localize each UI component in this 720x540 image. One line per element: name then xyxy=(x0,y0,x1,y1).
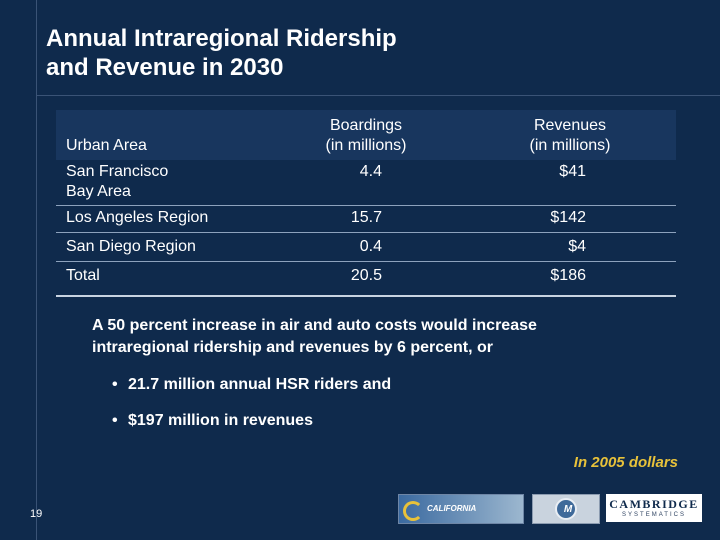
bullet-dot-icon: • xyxy=(112,412,118,429)
swoosh-icon xyxy=(403,501,423,521)
table-row-area: San Francisco Bay Area xyxy=(66,162,168,202)
title-line-2: and Revenue in 2030 xyxy=(46,54,284,81)
note-line-1: A 50 percent increase in air and auto co… xyxy=(92,317,537,334)
header-revenues: Revenues (in millions) xyxy=(500,116,640,156)
bullet-item: • $197 million in revenues xyxy=(112,412,313,430)
row-total-boardings: 20.5 xyxy=(350,267,382,284)
row-1-area-line-1: San Francisco xyxy=(66,163,169,180)
title-line-1: Annual Intraregional Ridership xyxy=(46,25,397,52)
table-header-band xyxy=(56,110,676,160)
table-bottom-rule xyxy=(56,295,676,297)
header-revenues-line-2: (in millions) xyxy=(529,137,611,154)
cs-logo-line-2: SYSTEMATICS xyxy=(622,512,686,518)
row-1-boardings: 4.4 xyxy=(359,163,382,180)
note-line-2: intraregional ridership and revenues by … xyxy=(92,339,494,356)
header-urban-area: Urban Area xyxy=(66,137,147,154)
cs-logo-line-1: CAMBRIDGE xyxy=(609,497,699,511)
bullet-text: 21.7 million annual HSR riders and xyxy=(128,376,392,393)
california-hsr-logo: CALIFORNIA xyxy=(398,494,524,524)
row-divider xyxy=(56,205,676,206)
row-3-area: San Diego Region xyxy=(66,238,196,255)
header-boardings: Boardings (in millions) xyxy=(296,116,436,156)
mtc-ring-icon: M xyxy=(555,498,577,520)
frame-vertical-line xyxy=(36,0,37,540)
bullet-text: $197 million in revenues xyxy=(128,412,313,429)
cambridge-systematics-logo: CAMBRIDGE SYSTEMATICS xyxy=(606,494,702,522)
sensitivity-note: A 50 percent increase in air and auto co… xyxy=(92,315,692,359)
row-1-revenues: $41 xyxy=(559,163,586,180)
row-total-revenues: $186 xyxy=(550,267,586,284)
mtc-logo-text: M xyxy=(563,504,573,515)
row-2-boardings: 15.7 xyxy=(350,209,382,226)
slide-title: Annual Intraregional Ridership and Reven… xyxy=(46,24,686,82)
currency-footnote: In 2005 dollars xyxy=(573,454,678,471)
header-boardings-line-2: (in millions) xyxy=(325,137,407,154)
row-divider xyxy=(56,232,676,233)
row-1-area-line-2: Bay Area xyxy=(66,183,131,200)
row-divider xyxy=(56,261,676,262)
row-2-area: Los Angeles Region xyxy=(66,209,209,226)
frame-horizontal-line xyxy=(36,95,720,96)
header-revenues-line-1: Revenues xyxy=(533,117,607,134)
mtc-logo: M xyxy=(532,494,600,524)
row-3-revenues: $4 xyxy=(568,238,586,255)
row-2-revenues: $142 xyxy=(550,209,586,226)
row-3-boardings: 0.4 xyxy=(359,238,382,255)
hsr-logo-text: CALIFORNIA xyxy=(427,504,477,513)
page-number: 19 xyxy=(30,508,43,520)
row-total-area: Total xyxy=(66,267,100,284)
bullet-dot-icon: • xyxy=(112,376,118,393)
header-boardings-line-1: Boardings xyxy=(329,117,403,134)
bullet-item: • 21.7 million annual HSR riders and xyxy=(112,376,391,394)
